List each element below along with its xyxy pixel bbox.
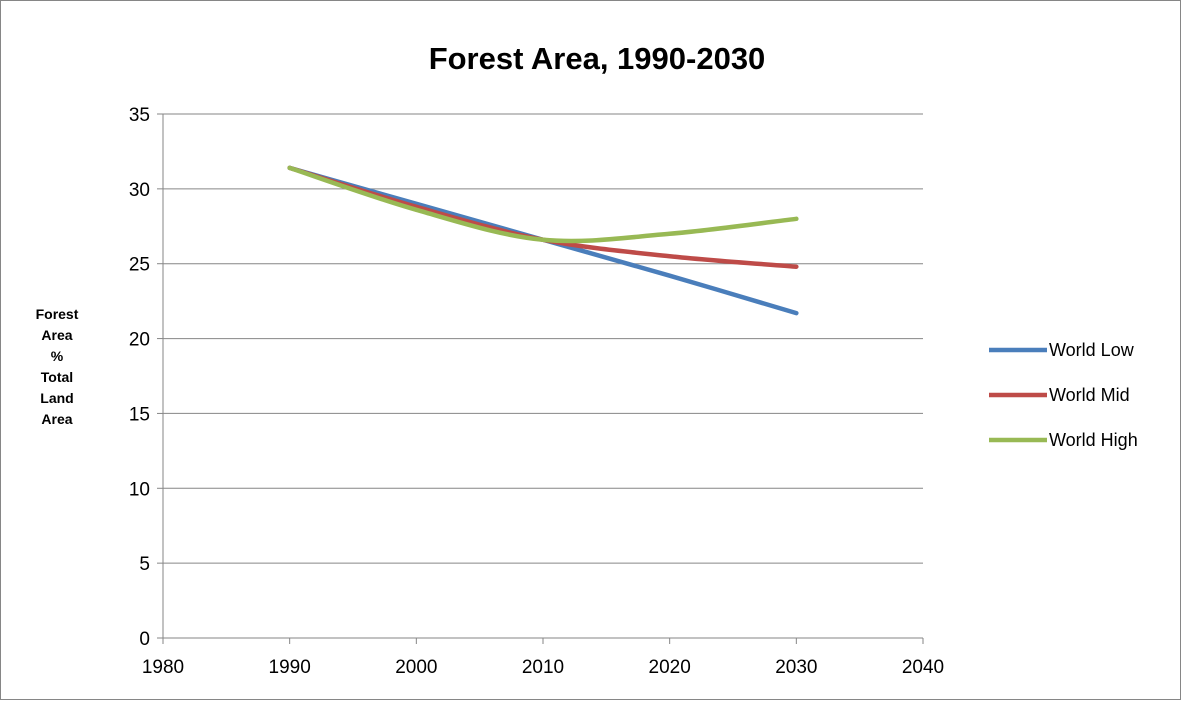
- legend-label-world-high: World High: [1049, 430, 1138, 450]
- x-tick-label: 1980: [142, 657, 184, 678]
- series-line-world-mid: [287, 165, 799, 269]
- y-tick-label: 30: [129, 180, 150, 201]
- y-axis-label-line: Forest: [36, 306, 79, 322]
- y-tick-label: 20: [129, 330, 150, 351]
- x-tick-label: 1990: [269, 657, 311, 678]
- y-tick-label: 25: [129, 255, 150, 276]
- x-tick-label: 2020: [649, 657, 691, 678]
- y-axis-label-line: Area: [41, 411, 72, 427]
- legend-label-world-mid: World Mid: [1049, 385, 1130, 405]
- chart-title: Forest Area, 1990-2030: [429, 41, 766, 76]
- y-axis-label-line: Area: [41, 327, 72, 343]
- y-tick-labels: 0 5 10 15 20 25 30 35: [129, 105, 150, 650]
- x-tick-label: 2040: [902, 657, 944, 678]
- gridlines: [163, 113, 923, 564]
- x-tick-labels: 1980 1990 2000 2010 2020 2030 2040: [142, 657, 944, 678]
- y-axis-label: Forest Area% Total Land Area: [36, 306, 79, 427]
- y-tick-label: 10: [129, 479, 150, 500]
- series-lines: [287, 165, 799, 316]
- y-tick-label: 15: [129, 404, 150, 425]
- y-axis-label-line: Land: [40, 390, 73, 406]
- x-tick-label: 2010: [522, 657, 564, 678]
- legend-label-world-low: World Low: [1049, 340, 1135, 360]
- y-axis-label-line: Total: [41, 369, 73, 385]
- axes: [157, 113, 924, 644]
- legend: World Low World Mid World High: [989, 340, 1138, 450]
- series-line-world-high: [287, 165, 799, 244]
- y-tick-label: 5: [139, 554, 150, 575]
- y-tick-label: 0: [139, 629, 150, 650]
- x-tick-label: 2000: [395, 657, 437, 678]
- y-tick-label: 35: [129, 105, 150, 126]
- y-axis-label-line: %: [51, 348, 64, 364]
- x-tick-label: 2030: [775, 657, 817, 678]
